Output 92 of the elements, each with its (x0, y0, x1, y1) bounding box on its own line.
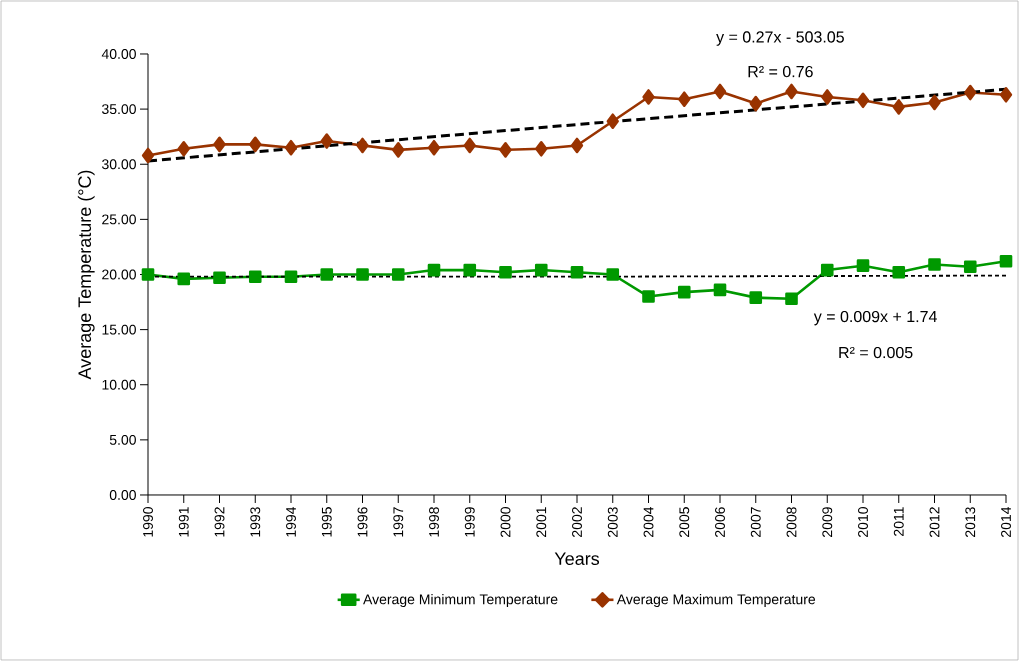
x-tick-label: 2000 (500, 507, 511, 537)
point (391, 268, 405, 281)
point (248, 270, 262, 283)
point (606, 113, 619, 130)
point (570, 265, 584, 279)
x-tick-label: 1990 (143, 507, 153, 537)
x-tick-label: 2006 (715, 507, 725, 537)
point (892, 99, 905, 115)
point (928, 94, 941, 111)
point (463, 137, 476, 154)
text: y = 0.27x - 503.05 (716, 31, 844, 46)
point (749, 95, 762, 112)
point (964, 84, 977, 101)
x-tick-label: 2004 (643, 506, 654, 537)
point (213, 136, 226, 153)
point (570, 137, 584, 154)
point (320, 133, 333, 149)
point (141, 147, 155, 164)
x-tick-label: 1991 (178, 507, 189, 537)
x-tick-label: 2001 (536, 507, 547, 537)
point (284, 139, 298, 156)
point (856, 259, 870, 272)
point (678, 91, 691, 107)
y-tick-label: 15.00 (102, 324, 136, 335)
point (713, 83, 727, 100)
point (856, 92, 870, 109)
point (821, 89, 834, 105)
point (427, 263, 441, 277)
y-tick-label: 35.00 (102, 104, 136, 115)
x-tick-label: 2010 (858, 507, 868, 537)
point (463, 263, 477, 277)
y-axis-title: Average Temperature (°C) (77, 170, 95, 380)
point (785, 292, 798, 306)
legend-label: Average Maximum Temperature (616, 593, 816, 608)
legend-label: Average Minimum Temperature (363, 593, 558, 608)
x-tick-label: 2003 (607, 507, 618, 537)
y-tick-label: 0.00 (109, 490, 136, 500)
point (356, 268, 369, 281)
point (177, 272, 191, 286)
point (749, 291, 763, 304)
point (356, 137, 369, 154)
y-tick-label: 5.00 (109, 434, 136, 445)
x-tick-label: 2005 (679, 507, 690, 537)
x-tick-label: 1998 (429, 507, 439, 537)
y-tick-label: 40.00 (101, 49, 136, 59)
point (284, 270, 298, 283)
annotation: R² = 0.76 (748, 65, 813, 78)
point (713, 283, 727, 297)
point (392, 142, 405, 158)
point (642, 290, 655, 303)
point (820, 263, 834, 277)
point (606, 268, 620, 281)
point (999, 254, 1013, 268)
point (213, 271, 226, 285)
point (534, 263, 548, 277)
point (249, 136, 262, 153)
x-tick-label: 1996 (357, 507, 368, 537)
y-tick-label: 25.00 (102, 214, 136, 225)
point (499, 265, 512, 279)
x-tick-label: 1994 (286, 506, 296, 537)
y-tick-label: 20.00 (102, 269, 136, 280)
point (963, 260, 977, 274)
x-tick-label: 2013 (965, 507, 976, 537)
x-tick-label: 1992 (214, 507, 225, 537)
x-axis-title: Years (554, 552, 600, 566)
y-tick-label: 10.00 (102, 379, 136, 390)
point (999, 86, 1013, 103)
x-tick-label: 2008 (786, 507, 797, 537)
point (785, 83, 798, 100)
x-tick-label: 2009 (822, 507, 833, 537)
point (642, 89, 655, 105)
point (427, 139, 441, 156)
point (677, 285, 691, 299)
x-tick-label: 2002 (572, 507, 582, 537)
x-tick-label: 2014 (1001, 506, 1011, 537)
annotation: y = 0.009x + 1.74 (813, 310, 937, 326)
point (535, 141, 548, 157)
x-tick-label: 1997 (393, 507, 404, 537)
point (320, 268, 334, 281)
x-tick-label: 1993 (250, 507, 261, 537)
x-tick-label: 2012 (929, 507, 940, 537)
point (892, 265, 906, 279)
x-tick-label: 2011 (893, 507, 904, 536)
point (141, 268, 155, 281)
point (177, 141, 190, 157)
point (499, 142, 512, 158)
annotation: R² = 0.005 (839, 346, 913, 359)
x-tick-label: 1999 (464, 507, 475, 537)
y-tick-label: 30.00 (102, 159, 136, 170)
x-tick-label: 2007 (750, 507, 761, 537)
point (928, 258, 941, 271)
x-tick-label: 1995 (321, 507, 332, 537)
